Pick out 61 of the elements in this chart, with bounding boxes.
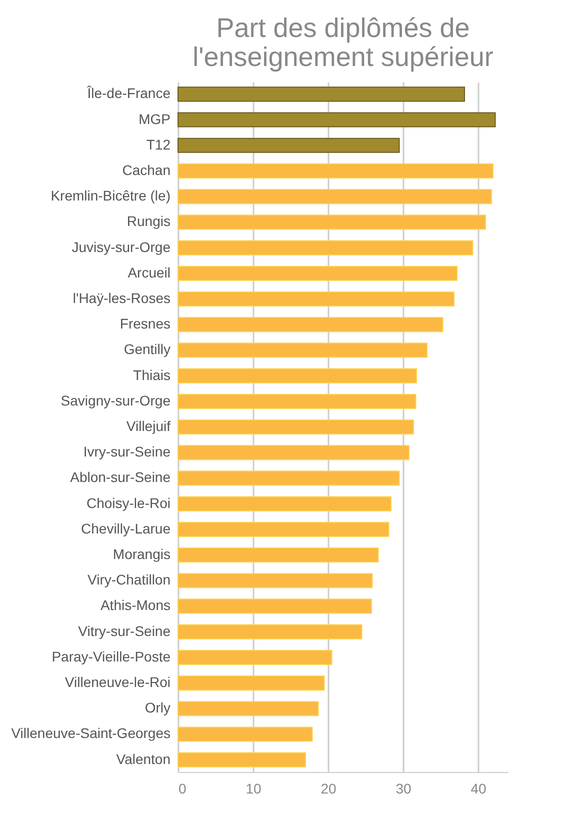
y-tick-label: Fresnes [120, 316, 170, 332]
bar [178, 214, 486, 230]
bar [178, 624, 362, 640]
bar [178, 317, 444, 332]
bar [178, 266, 458, 281]
x-tick-label: 10 [246, 780, 262, 796]
y-tick-label: Morangis [112, 546, 170, 562]
bar [178, 573, 373, 588]
bar [178, 112, 496, 128]
y-tick-label: Vitry-sur-Seine [78, 622, 171, 639]
bar [178, 496, 392, 512]
bar [178, 752, 306, 768]
bar [178, 368, 417, 384]
bar [178, 445, 410, 460]
x-tick-label: 40 [470, 780, 486, 796]
text: Part des diplômés de [216, 13, 470, 43]
bar [178, 701, 319, 716]
bar [178, 726, 313, 742]
bar [178, 522, 390, 537]
bar [178, 138, 400, 153]
bar [178, 598, 372, 614]
x-tick-label: 0 [178, 780, 186, 796]
y-tick-label: Rungis [126, 213, 170, 230]
y-tick-label: Savigny-sur-Orge [60, 392, 171, 408]
y-tick-label: l'Haÿ-les-Roses [72, 290, 170, 306]
bar [178, 675, 325, 691]
y-tick-label: T12 [146, 136, 171, 152]
text: l'enseignement supérieur [192, 42, 494, 72]
bar [178, 86, 465, 102]
y-tick-label: Orly [144, 700, 170, 716]
y-tick-label: Viry-Chatillon [88, 572, 170, 588]
y-tick-label: Valenton [116, 750, 170, 767]
y-tick-label: Villejuif [126, 418, 171, 434]
bar [178, 291, 454, 307]
x-tick-label: 20 [320, 780, 336, 796]
y-tick-label: Arcueil [128, 264, 170, 280]
y-tick-label: MGP [138, 110, 170, 127]
y-tick-label: Ablon-sur-Seine [70, 469, 171, 486]
bar [178, 470, 400, 486]
bar [178, 394, 416, 409]
y-tick-label: Ivry-sur-Seine [83, 444, 171, 460]
bar [178, 547, 379, 563]
y-tick-label: Juvisy-sur-Orge [72, 238, 171, 255]
bar [178, 240, 474, 256]
y-tick-label: Villeneuve-le-Roi [64, 674, 170, 690]
bar [178, 342, 428, 358]
y-tick-label: Gentilly [124, 341, 170, 358]
bar [178, 419, 414, 435]
x-tick-label: 30 [396, 780, 412, 796]
y-tick-label: Paray-Vieille-Poste [52, 648, 171, 664]
bar [178, 163, 494, 179]
bar [178, 650, 332, 665]
bar [178, 189, 492, 204]
y-tick-label: Chevilly-Larue [81, 520, 171, 536]
y-tick-label: Cachan [122, 162, 170, 178]
y-tick-label: Choisy-le-Roi [86, 494, 170, 511]
y-tick-label: Kremlin-Bicêtre (le) [50, 188, 170, 204]
y-tick-label: Athis-Mons [100, 597, 170, 614]
y-tick-label: Thiais [133, 366, 170, 383]
y-tick-label: Île-de-France [86, 85, 171, 102]
y-tick-label: Villeneuve-Saint-Georges [11, 725, 170, 742]
